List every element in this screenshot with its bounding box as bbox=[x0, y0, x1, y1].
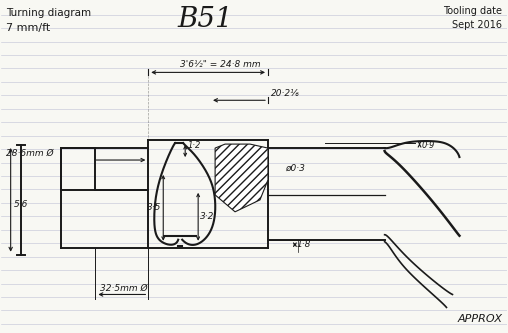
Text: B51: B51 bbox=[177, 6, 233, 33]
Text: 20·2⅙: 20·2⅙ bbox=[271, 89, 300, 98]
Text: 0·9: 0·9 bbox=[422, 141, 435, 150]
Text: 7 mm/ft: 7 mm/ft bbox=[6, 23, 50, 33]
Text: 1·8: 1·8 bbox=[297, 240, 311, 249]
Text: 3·2: 3·2 bbox=[200, 212, 214, 221]
Text: ø0·3: ø0·3 bbox=[285, 164, 305, 172]
Text: Turning diagram: Turning diagram bbox=[6, 8, 91, 18]
Text: Tooling date
Sept 2016: Tooling date Sept 2016 bbox=[443, 6, 502, 31]
Polygon shape bbox=[215, 144, 268, 212]
Text: 5·6: 5·6 bbox=[14, 200, 28, 209]
Text: 32·5mm Ø: 32·5mm Ø bbox=[101, 283, 148, 292]
Text: 1·2: 1·2 bbox=[187, 141, 201, 150]
Text: APPROX: APPROX bbox=[457, 314, 502, 324]
Text: 3'6½" = 24·8 mm: 3'6½" = 24·8 mm bbox=[180, 60, 261, 69]
Text: 28·6mm Ø: 28·6mm Ø bbox=[6, 149, 53, 158]
Text: 3·5: 3·5 bbox=[147, 203, 161, 212]
